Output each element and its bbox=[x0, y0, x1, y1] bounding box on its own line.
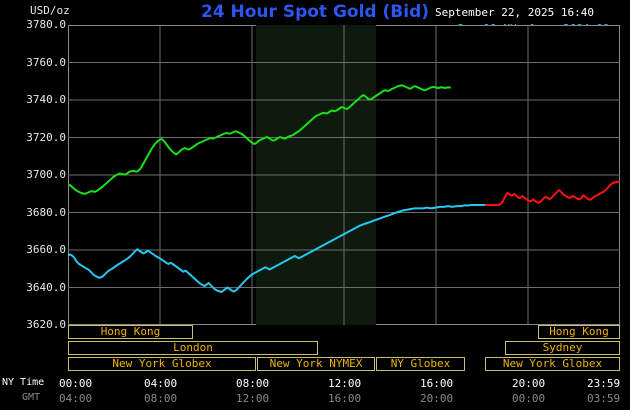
chart-title: 24 Hour Spot Gold (Bid) bbox=[200, 2, 430, 22]
session-bar: NY Globex bbox=[376, 357, 465, 371]
price-chart-svg bbox=[68, 25, 620, 325]
x-axis-tick-label: 04:00 bbox=[144, 377, 178, 390]
session-bar: New York Globex bbox=[68, 357, 256, 371]
timestamp-label: September 22, 2025 16:40 bbox=[435, 6, 594, 19]
y-axis-tick-label: 3780.0 bbox=[26, 18, 66, 31]
x-axis-tick-label: 08:00 bbox=[236, 377, 270, 390]
y-axis-unit-label: USD/oz bbox=[30, 4, 70, 17]
x-axis-tick-label: 12:00 bbox=[236, 392, 270, 405]
x-axis-tick-label: 20:00 bbox=[420, 392, 454, 405]
x-axis-tick-label: 03:59 bbox=[587, 392, 621, 405]
x-axis: 00:00 04:00 08:00 12:00 16:00 20:00 23:59 04:00… bbox=[0, 375, 630, 410]
x-axis-tick-label: 20:00 bbox=[512, 377, 546, 390]
x-axis-tick-label: 23:59 bbox=[587, 377, 621, 390]
y-axis-tick-label: 3660.0 bbox=[26, 243, 66, 256]
session-bar: New York NYMEX bbox=[257, 357, 375, 371]
session-bar: Hong Kong bbox=[538, 325, 620, 339]
y-axis-tick-label: 3680.0 bbox=[26, 205, 66, 219]
x-axis-tick-label: 08:00 bbox=[144, 392, 178, 405]
price-line-sep-22-last bbox=[68, 84, 451, 195]
x-axis-tick-label: 16:00 bbox=[328, 392, 362, 405]
x-axis-ny-row: 00:00 04:00 08:00 12:00 16:00 20:00 23:59 bbox=[0, 377, 630, 392]
y-axis-tick-label: 3740.0 bbox=[26, 93, 66, 106]
x-axis-tick-label: 00:00 bbox=[512, 392, 546, 405]
trading-session-bars: Hong Kong Hong Kong London Sydney New York G… bbox=[0, 325, 630, 375]
session-bar: Hong Kong bbox=[68, 325, 193, 339]
x-axis-tick-label: 12:00 bbox=[328, 377, 362, 390]
y-axis-tick-label: 3760.0 bbox=[26, 55, 66, 69]
gmt-axis-label: GMT bbox=[22, 392, 41, 403]
x-axis-tick-label: 04:00 bbox=[59, 392, 93, 405]
x-axis-tick-label: 16:00 bbox=[420, 377, 454, 390]
y-axis-tick-label: 3640.0 bbox=[26, 280, 66, 294]
x-axis-gmt-row: 04:00 08:00 12:00 16:00 20:00 00:00 03:59 bbox=[0, 392, 630, 407]
x-axis-tick-label: 00:00 bbox=[59, 377, 93, 390]
price-line-sep-21-sunday bbox=[484, 180, 620, 206]
y-axis-tick-label: 3620.0 bbox=[26, 318, 66, 331]
session-bar: London bbox=[68, 341, 318, 355]
ny-time-axis-label: NY Time bbox=[2, 377, 45, 388]
y-axis-tick-label: 3720.0 bbox=[26, 130, 66, 144]
y-axis: 3780.0 3760.0 3740.0 3720.0 3700.0 3680.0 3660… bbox=[0, 0, 66, 410]
session-bar: Sydney bbox=[505, 341, 620, 355]
y-axis-tick-label: 3700.0 bbox=[26, 168, 66, 181]
session-bar: New York Globex bbox=[485, 357, 620, 371]
price-line-sep-19-ny-close bbox=[68, 204, 487, 293]
